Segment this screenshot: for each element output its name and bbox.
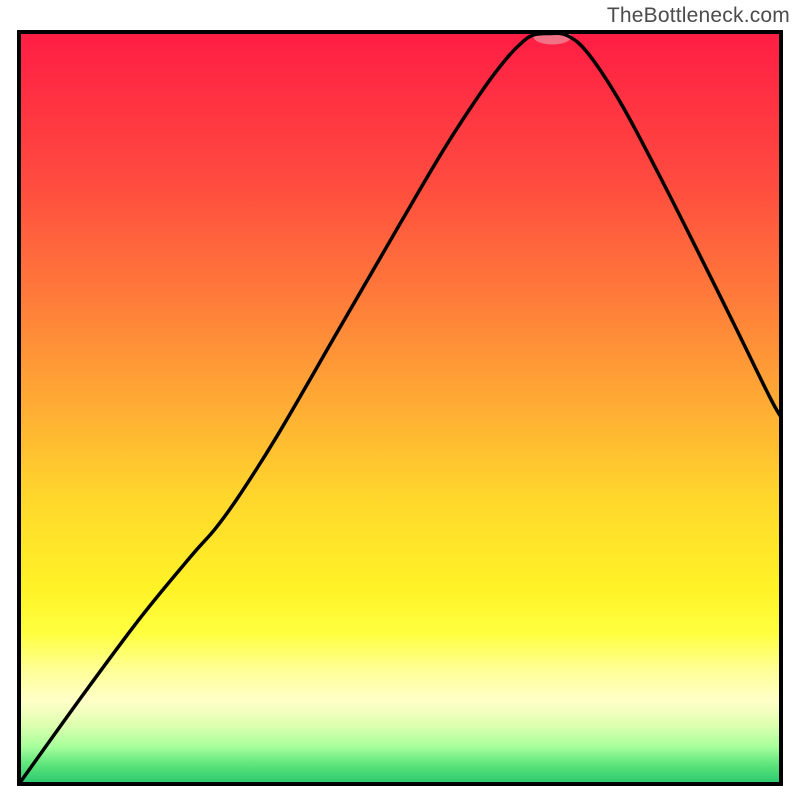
bottleneck-chart — [0, 0, 800, 800]
attribution-label: TheBottleneck.com — [607, 4, 790, 28]
chart-background — [19, 32, 781, 784]
chart-stage: TheBottleneck.com — [0, 0, 800, 800]
